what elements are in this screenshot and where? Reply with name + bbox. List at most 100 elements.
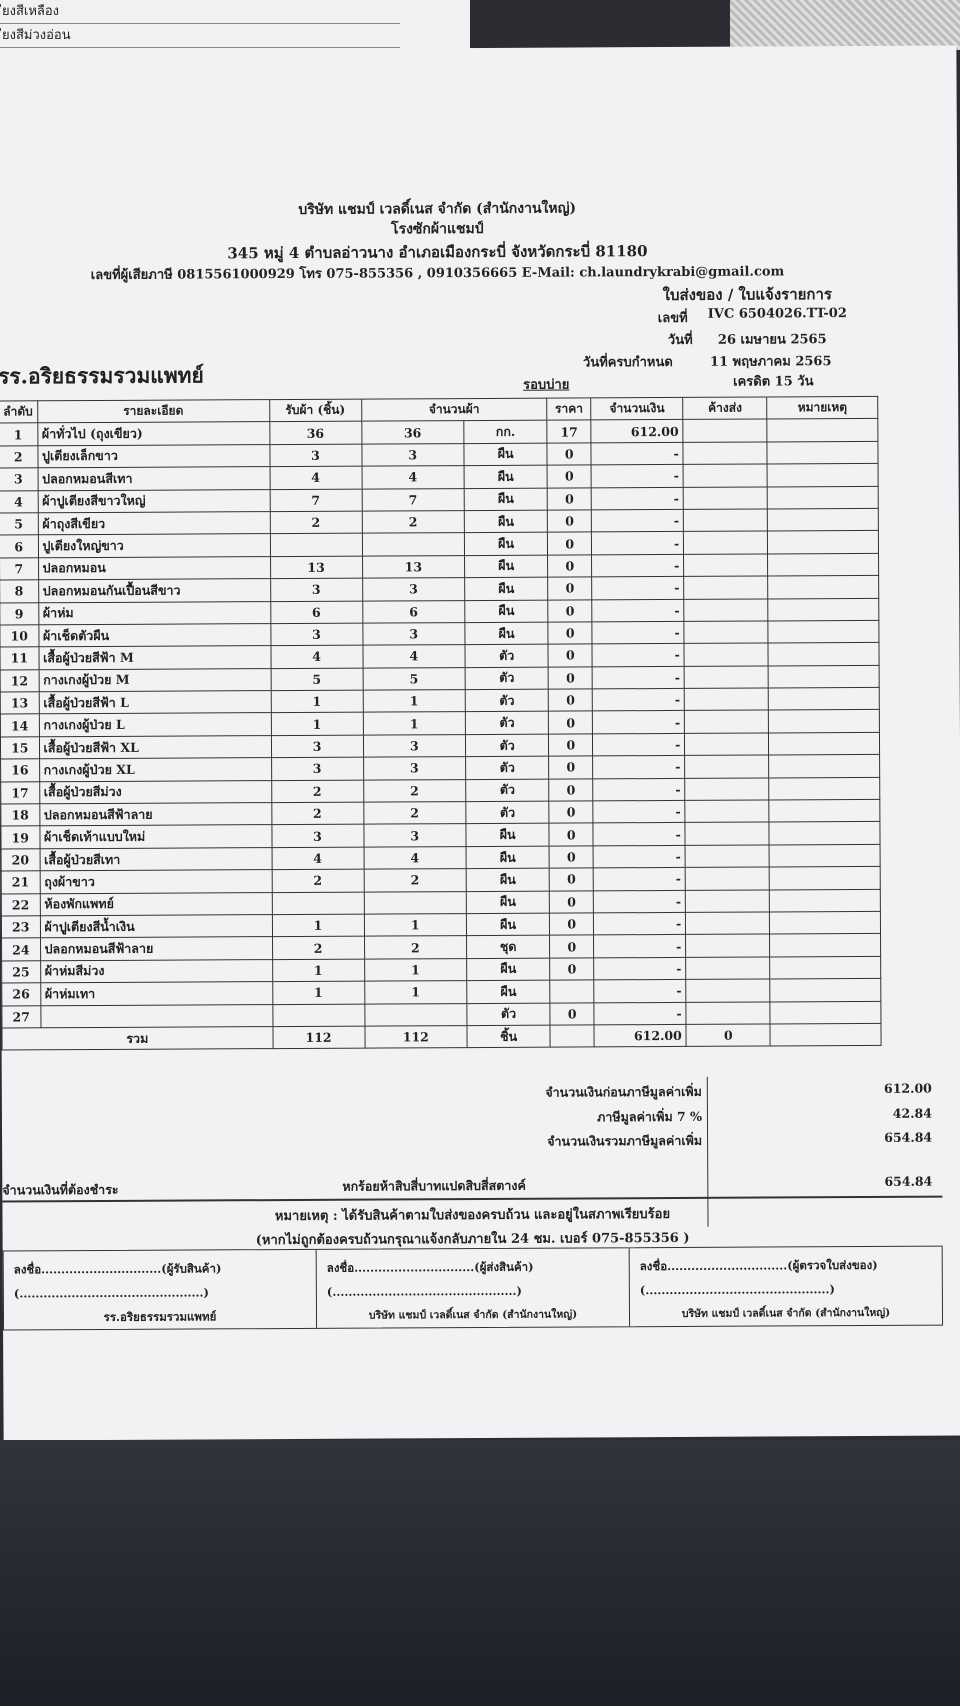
row-detail: ผ้าเช็ดตัวผืน — [38, 623, 271, 648]
row-pending — [684, 777, 770, 801]
items-table: ลำดับ รายละเอียด รับผ้า (ชิ้น) จำนวนผ้า … — [0, 396, 882, 1051]
row-detail: ผ้าเช็ดเท้าแบบใหม่ — [39, 825, 272, 849]
row-qty: 3 — [363, 756, 466, 780]
total-amount: 612.00 — [594, 1024, 687, 1048]
row-price — [550, 980, 595, 1003]
row-pending — [683, 531, 768, 555]
row-received: 3 — [270, 734, 364, 758]
row-price: 0 — [548, 599, 593, 623]
row-price: 0 — [549, 800, 594, 824]
row-detail: ปลอกหมอนสีฟ้าลาย — [40, 936, 273, 961]
doc-round: รอบบ่าย — [523, 377, 570, 393]
signature-name: (.......................................… — [13, 1285, 209, 1301]
row-amount: - — [593, 912, 686, 936]
row-qty: 6 — [362, 600, 465, 624]
row-pending — [686, 979, 771, 1002]
row-received: 4 — [269, 466, 362, 490]
row-pending — [684, 643, 769, 667]
row-unit: ผืน — [464, 577, 549, 601]
row-qty: 2 — [363, 779, 466, 803]
row-unit: ผืน — [466, 845, 550, 869]
row-received: 2 — [272, 936, 365, 960]
row-amount: - — [591, 576, 685, 600]
row-remark — [768, 687, 880, 711]
row-no: 6 — [0, 535, 39, 558]
row-received: 6 — [270, 600, 363, 624]
row-amount: - — [592, 643, 685, 667]
row-unit: ผืน — [464, 487, 548, 511]
row-amount: - — [594, 1001, 687, 1025]
row-no: 19 — [0, 826, 40, 849]
row-amount: - — [594, 979, 687, 1003]
row-received: 7 — [269, 488, 362, 512]
row-qty: 1 — [362, 689, 466, 713]
row-unit: ตัว — [465, 756, 549, 780]
row-received: 1 — [270, 690, 363, 714]
row-qty — [364, 1003, 467, 1027]
total-label: รวม — [1, 1026, 273, 1051]
row-detail: ผ้าปูเตียงสีขาวใหญ่ — [37, 489, 270, 513]
signature-line: ลงชื่อ..............................(ผู้… — [326, 1259, 534, 1275]
row-detail: ปูเตียงเล็กขาว — [37, 444, 270, 468]
row-price: 0 — [547, 487, 592, 511]
row-unit: ตัว — [465, 666, 549, 690]
row-detail: กางเกงผู้ป่วย XL — [39, 757, 272, 782]
row-remark — [768, 754, 880, 778]
row-unit: ผืน — [465, 823, 550, 847]
row-amount: - — [593, 890, 686, 913]
row-pending — [686, 1001, 771, 1025]
row-received — [269, 533, 363, 557]
row-pending — [684, 755, 769, 779]
row-amount: - — [591, 442, 684, 466]
row-qty — [361, 532, 465, 556]
pay-amount: 654.84 — [884, 1173, 933, 1189]
row-amount: - — [592, 688, 685, 712]
row-pending — [685, 822, 770, 846]
row-price: 0 — [548, 778, 594, 802]
row-received: 4 — [270, 645, 363, 669]
row-received: 5 — [270, 667, 363, 691]
total-row: รวม 112 112 ชิ้น 612.00 0 — [1, 1023, 882, 1051]
row-unit: ตัว — [465, 778, 550, 802]
total-price — [550, 1024, 595, 1048]
row-pending — [685, 934, 770, 958]
row-unit: ผืน — [466, 913, 550, 936]
row-remark — [770, 1000, 881, 1024]
total-unit: ชิ้น — [466, 1025, 551, 1048]
col-header: ลำดับ — [0, 400, 38, 424]
customer-name: รร.อริยธรรมรวมแพทย์ — [0, 362, 204, 389]
row-price: 0 — [547, 532, 592, 555]
row-remark — [767, 485, 879, 509]
row-qty — [363, 891, 467, 915]
row-pending — [685, 867, 770, 891]
row-unit: ผืน — [464, 532, 548, 556]
row-no: 20 — [1, 848, 40, 872]
row-detail: ปูเตียงใหญ่ขาว — [37, 533, 271, 558]
row-detail: ผ้าห่มสีม่วง — [40, 959, 273, 983]
row-amount: - — [591, 531, 684, 555]
background-fabric — [730, 0, 960, 50]
row-qty: 1 — [362, 712, 466, 735]
signature-name: (.......................................… — [639, 1282, 835, 1298]
row-remark — [767, 530, 879, 554]
row-pending — [685, 844, 770, 868]
row-remark — [768, 597, 879, 621]
row-no: 5 — [0, 512, 38, 536]
doc-date: 26 เมษายน 2565 — [717, 332, 827, 348]
row-amount: - — [591, 509, 684, 533]
row-remark — [768, 777, 880, 801]
row-no: 8 — [0, 579, 39, 603]
row-detail: เสื้อผู้ป่วยสีฟ้า M — [38, 645, 271, 670]
row-unit: ผืน — [464, 510, 548, 533]
row-amount: - — [593, 934, 686, 958]
row-remark — [768, 709, 880, 733]
row-unit: ตัว — [465, 689, 549, 713]
row-qty: 2 — [363, 801, 466, 825]
doc-due: 11 พฤษภาคม 2565 — [709, 354, 832, 370]
row-pending — [685, 956, 771, 980]
doc-no: IVC 6504026.TT-02 — [707, 306, 847, 322]
row-price: 0 — [547, 465, 592, 488]
row-amount: - — [593, 800, 686, 824]
row-amount: - — [592, 755, 685, 779]
row-qty: 36 — [361, 420, 464, 444]
